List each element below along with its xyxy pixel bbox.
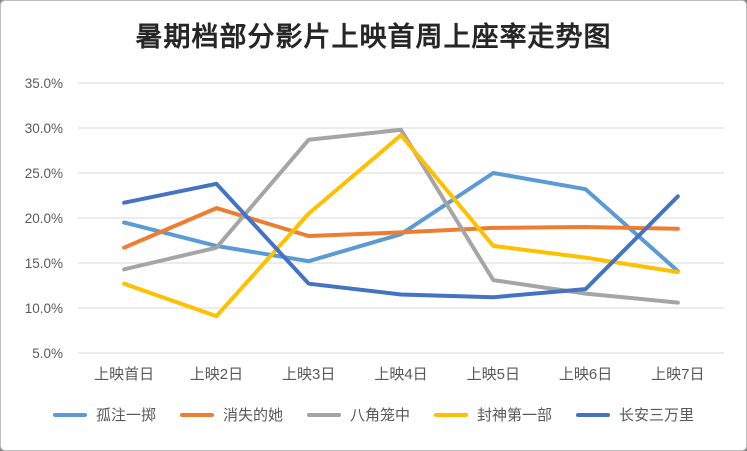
- legend-label: 八角笼中: [349, 407, 410, 424]
- y-tick-label: 5.0%: [32, 346, 63, 361]
- legend-label: 消失的她: [222, 407, 283, 424]
- series-line-4: [122, 181, 680, 300]
- y-tick-label: 20.0%: [25, 211, 63, 226]
- x-tick-label: 上映5日: [467, 366, 520, 383]
- chart-legend: 孤注一掷 消失的她 八角笼中 封神第一部 长安三万里: [1, 404, 746, 425]
- y-tick-label: 10.0%: [25, 301, 63, 316]
- legend-line-swatch: [179, 412, 214, 417]
- legend-label: 长安三万里: [619, 407, 695, 424]
- legend-line-swatch: [576, 412, 611, 417]
- x-tick-label: 上映7日: [651, 366, 704, 383]
- legend-line-swatch: [434, 412, 468, 417]
- legend-label: 孤注一掷: [95, 407, 156, 424]
- legend-item-1: 消失的她: [179, 404, 283, 425]
- x-tick-label: 上映3日: [282, 366, 335, 383]
- x-tick-label: 上映4日: [374, 366, 427, 383]
- legend-item-2: 八角笼中: [306, 404, 410, 425]
- x-tick-label: 上映首日: [94, 366, 154, 383]
- legend-line-swatch: [52, 412, 87, 417]
- series-line-2: [122, 127, 680, 305]
- y-tick-label: 25.0%: [25, 166, 63, 181]
- y-tick-label: 15.0%: [25, 256, 63, 271]
- y-tick-label: 35.0%: [25, 76, 63, 91]
- legend-item-4: 长安三万里: [576, 404, 694, 425]
- series-line-1: [122, 206, 680, 250]
- legend-item-0: 孤注一掷: [52, 404, 156, 425]
- x-tick-label: 上映6日: [559, 366, 612, 383]
- legend-item-3: 封神第一部: [434, 404, 552, 425]
- legend-label: 封神第一部: [477, 407, 553, 424]
- chart-title: 暑期档部分影片上映首周上座率走势图: [135, 22, 612, 52]
- series-line-3: [122, 133, 680, 319]
- legend-line-swatch: [306, 412, 341, 417]
- x-tick-label: 上映2日: [190, 366, 243, 383]
- y-tick-label: 30.0%: [25, 121, 63, 136]
